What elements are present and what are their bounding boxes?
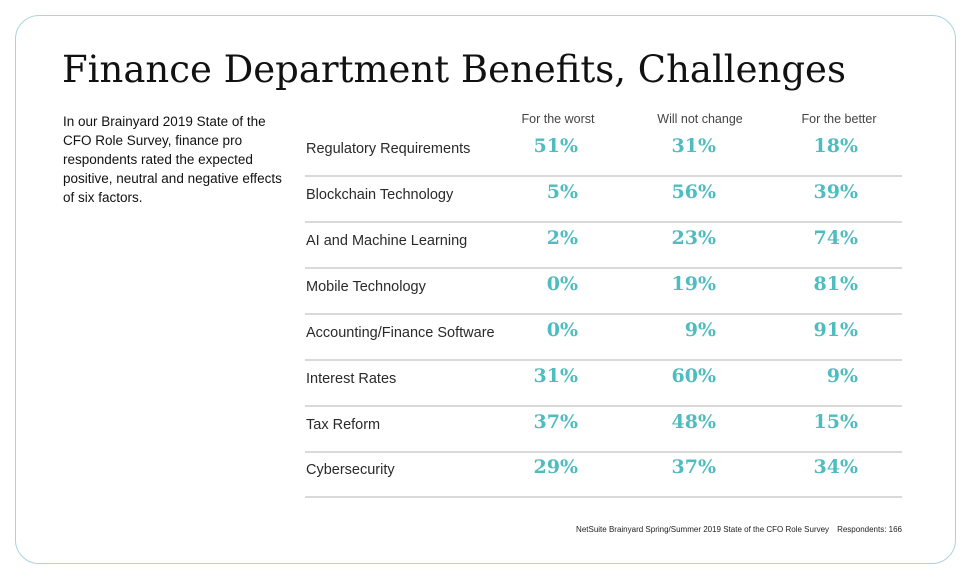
row-label: AI and Machine Learning bbox=[306, 233, 468, 249]
intro-text: In our Brainyard 2019 State of the CFO R… bbox=[63, 114, 282, 205]
row-value-worst: 0% bbox=[546, 319, 578, 341]
row-label: Cybersecurity bbox=[306, 462, 395, 478]
row-value-no-change: 37% bbox=[671, 456, 717, 478]
table-row: Mobile Technology 0% 19% 81% bbox=[305, 269, 902, 315]
row-value-better: 81% bbox=[813, 273, 859, 295]
row-value-no-change: 56% bbox=[671, 181, 717, 203]
table-row: Cybersecurity 29% 37% 34% bbox=[305, 452, 902, 498]
row-divider bbox=[305, 451, 902, 453]
table-row: Blockchain Technology 5% 56% 39% bbox=[305, 177, 902, 223]
row-value-no-change: 23% bbox=[671, 227, 717, 249]
row-value-no-change: 48% bbox=[671, 411, 717, 433]
row-value-better: 39% bbox=[813, 181, 859, 203]
row-value-no-change: 19% bbox=[671, 273, 717, 295]
row-label: Interest Rates bbox=[306, 371, 397, 387]
row-label: Tax Reform bbox=[306, 417, 381, 433]
row-value-worst: 31% bbox=[533, 365, 579, 387]
row-value-better: 15% bbox=[813, 411, 859, 433]
row-label: Accounting/Finance Software bbox=[306, 325, 495, 341]
row-value-no-change: 31% bbox=[671, 135, 717, 157]
source-text: NetSuite Brainyard Spring/Summer 2019 St… bbox=[576, 525, 830, 534]
column-header-worst: For the worst bbox=[521, 112, 595, 126]
row-divider bbox=[305, 175, 902, 177]
row-label: Blockchain Technology bbox=[306, 187, 454, 203]
row-divider bbox=[305, 405, 902, 407]
table-row: Accounting/Finance Software 0% 9% 91% bbox=[305, 315, 902, 361]
table-row: Tax Reform 37% 48% 15% bbox=[305, 407, 902, 453]
page-title: Finance Department Benefits, Challenges bbox=[62, 48, 846, 91]
card-frame bbox=[15, 15, 956, 564]
row-value-worst: 51% bbox=[533, 135, 579, 157]
table-row: Interest Rates 31% 60% 9% bbox=[305, 361, 902, 407]
table-row: AI and Machine Learning 2% 23% 74% bbox=[305, 223, 902, 269]
row-value-no-change: 60% bbox=[671, 365, 717, 387]
row-value-worst: 0% bbox=[546, 273, 578, 295]
row-label: Mobile Technology bbox=[306, 279, 426, 295]
row-divider bbox=[305, 221, 902, 223]
column-header-no-change: Will not change bbox=[657, 112, 743, 126]
row-value-worst: 5% bbox=[546, 181, 578, 203]
footer-source: NetSuite Brainyard Spring/Summer 2019 St… bbox=[576, 525, 902, 534]
row-value-worst: 37% bbox=[533, 411, 579, 433]
row-label: Regulatory Requirements bbox=[306, 141, 471, 157]
row-value-better: 18% bbox=[813, 135, 859, 157]
row-divider bbox=[305, 313, 902, 315]
table-row: Regulatory Requirements 51% 31% 18% bbox=[305, 131, 902, 177]
row-value-better: 9% bbox=[826, 365, 858, 387]
row-value-worst: 2% bbox=[546, 227, 578, 249]
row-value-better: 91% bbox=[813, 319, 859, 341]
row-divider bbox=[305, 267, 902, 269]
column-header-better: For the better bbox=[801, 112, 877, 126]
row-value-better: 34% bbox=[813, 456, 859, 478]
row-value-worst: 29% bbox=[533, 456, 579, 478]
respondents-count: Respondents: 166 bbox=[837, 525, 902, 534]
row-value-no-change: 9% bbox=[684, 319, 716, 341]
row-value-better: 74% bbox=[813, 227, 859, 249]
row-divider bbox=[305, 359, 902, 361]
row-divider bbox=[305, 496, 902, 498]
